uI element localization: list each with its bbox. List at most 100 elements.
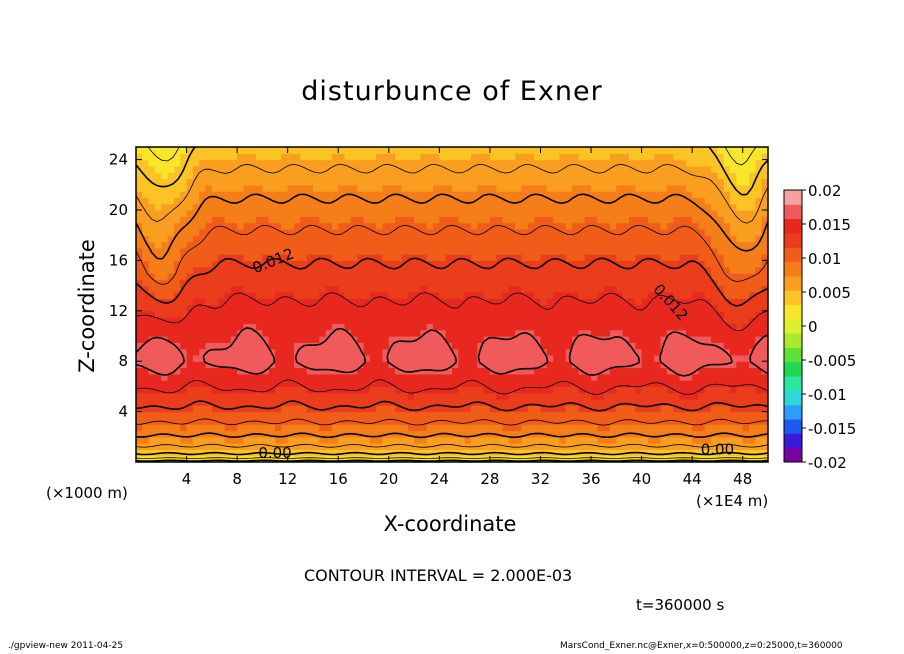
field-cell <box>281 184 289 192</box>
field-cell <box>192 386 200 394</box>
field-cell <box>401 222 409 230</box>
field-cell <box>698 424 706 432</box>
field-cell <box>256 285 263 293</box>
field-cell <box>553 260 561 268</box>
field-cell <box>521 436 529 444</box>
field-cell <box>628 348 636 356</box>
field-cell <box>578 354 586 362</box>
field-cell <box>369 197 377 205</box>
field-cell <box>559 260 567 268</box>
field-cell <box>319 348 327 356</box>
field-cell <box>281 228 289 236</box>
field-cell <box>628 386 636 394</box>
field-cell <box>331 147 339 154</box>
field-cell <box>401 348 409 356</box>
field-cell <box>180 367 188 375</box>
field-cell <box>142 273 150 280</box>
field-cell <box>458 392 466 400</box>
field-cell <box>742 304 750 312</box>
field-cell <box>414 380 421 387</box>
field-cell <box>717 380 725 387</box>
field-cell <box>591 291 598 299</box>
field-cell <box>439 279 447 287</box>
field-cell <box>603 329 611 337</box>
field-cell <box>742 399 750 406</box>
field-cell <box>256 411 263 419</box>
field-cell <box>679 304 687 312</box>
field-cell <box>711 184 719 192</box>
field-cell <box>426 417 434 425</box>
field-cell <box>268 191 276 198</box>
field-cell <box>382 405 390 413</box>
field-cell <box>578 203 586 211</box>
field-cell <box>540 165 548 173</box>
field-cell <box>597 329 605 337</box>
field-cell <box>717 165 725 173</box>
field-cell <box>483 147 491 154</box>
field-cell <box>426 235 434 243</box>
field-cell <box>641 424 649 432</box>
field-cell <box>521 317 529 324</box>
field-cell <box>287 273 295 280</box>
field-cell <box>508 285 516 293</box>
field-cell <box>591 222 598 230</box>
field-cell <box>312 266 320 274</box>
field-cell <box>445 361 453 369</box>
field-cell <box>603 380 611 387</box>
field-cell <box>230 260 238 268</box>
field-cell <box>224 216 232 224</box>
field-cell <box>452 228 459 236</box>
field-cell <box>338 147 346 154</box>
field-cell <box>679 424 687 432</box>
field-cell <box>508 228 516 236</box>
field-cell <box>237 222 245 230</box>
field-cell <box>426 380 434 387</box>
field-cell <box>616 147 624 154</box>
field-cell <box>717 436 725 444</box>
field-cell <box>692 191 700 198</box>
field-cell <box>281 266 289 274</box>
field-cell <box>660 336 668 343</box>
field-cell <box>553 323 561 331</box>
field-cell <box>306 399 314 406</box>
field-cell <box>685 216 693 224</box>
field-cell <box>344 241 352 249</box>
field-cell <box>357 354 365 362</box>
field-cell <box>142 354 150 362</box>
field-cell <box>685 336 693 343</box>
field-cell <box>312 285 320 293</box>
field-cell <box>287 254 295 261</box>
field-cell <box>401 436 409 444</box>
field-cell <box>401 392 409 400</box>
field-cell <box>730 279 737 287</box>
field-cell <box>275 342 282 350</box>
field-cell <box>420 159 428 167</box>
field-cell <box>755 430 763 438</box>
field-cell <box>407 304 415 312</box>
field-cell <box>218 153 226 161</box>
field-cell <box>401 354 409 362</box>
field-cell <box>622 443 630 450</box>
field-cell <box>483 329 491 337</box>
field-cell <box>742 392 750 400</box>
field-cell <box>439 424 447 432</box>
field-cell <box>698 310 706 318</box>
field-cell <box>420 411 428 419</box>
field-cell <box>584 147 592 154</box>
field-cell <box>350 178 358 186</box>
field-cell <box>635 298 643 306</box>
field-cell <box>628 317 636 324</box>
field-cell <box>300 273 308 280</box>
field-cell <box>660 203 668 211</box>
field-cell <box>249 210 257 217</box>
field-cell <box>376 159 384 167</box>
field-cell <box>426 203 434 211</box>
field-cell <box>502 424 510 432</box>
field-cell <box>249 310 257 318</box>
field-cell <box>211 203 219 211</box>
field-cell <box>685 411 693 419</box>
field-cell <box>382 159 390 167</box>
field-cell <box>464 153 472 161</box>
field-cell <box>647 266 655 274</box>
field-cell <box>237 304 245 312</box>
